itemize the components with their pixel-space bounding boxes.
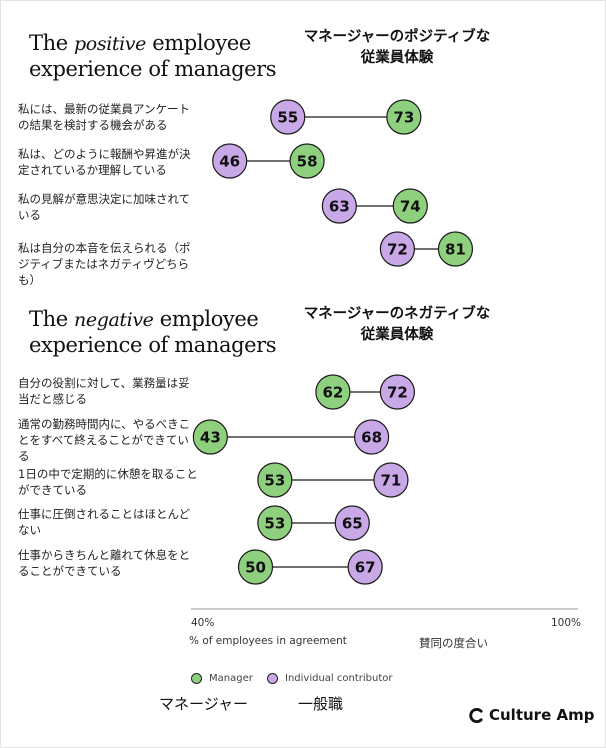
negative-row-1-ic-value: 72 xyxy=(387,384,408,402)
negative-label-3: 1日の中で定期的に休憩を取ることができている xyxy=(18,467,198,497)
legend-ic-jp: 一般職 xyxy=(298,695,344,713)
negative-label-4: 仕事に圧倒されることはほとんどない xyxy=(18,507,191,537)
positive-row-1-ic-marker xyxy=(270,99,306,135)
positive-row-1-manager-marker xyxy=(386,99,422,135)
positive-label-2: 私は、どのように報酬や昇進が決定されているか理解している xyxy=(18,147,191,177)
positive-row-3-manager-value: 74 xyxy=(400,198,421,216)
negative-title-jp: マネージャーのネガティブな 従業員体験 xyxy=(303,306,491,343)
negative-row-5-manager-value: 50 xyxy=(245,559,266,577)
negative-label-1: 自分の役割に対して、業務量は妥当だと感じる xyxy=(18,376,190,406)
positive-title-en: The positive employee experience of mana… xyxy=(29,31,277,81)
negative-row-3-manager-marker xyxy=(257,462,293,498)
negative-row-1-ic-marker xyxy=(379,374,415,410)
positive-row-4-manager-value: 81 xyxy=(445,241,466,259)
negative-row-4-ic-marker xyxy=(334,505,370,541)
legend-manager-label: Manager xyxy=(209,673,253,684)
legend-manager: Manager xyxy=(191,673,253,684)
positive-label-1: 私には、最新の従業員アンケートの結果を検討する機会がある xyxy=(18,102,191,132)
positive-row-4-manager-marker xyxy=(437,231,474,267)
negative-label-5: 仕事からきちんと離れて休息をとることができている xyxy=(18,548,191,578)
negative-row-4-ic-value: 65 xyxy=(342,515,363,533)
positive-row-3-manager-marker xyxy=(392,188,428,224)
negative-title-en: The negative employee experience of mana… xyxy=(29,307,277,357)
negative-row-1-manager-value: 62 xyxy=(322,384,343,402)
positive-row-1-manager-value: 73 xyxy=(393,109,414,127)
negative-row-4-manager-marker xyxy=(257,505,293,541)
negative-row-2-ic-marker xyxy=(354,419,390,455)
legend-ic: Individual contributor xyxy=(267,673,392,684)
positive-row-2-manager-marker xyxy=(289,143,325,179)
positive-row-3-ic-value: 63 xyxy=(329,198,350,216)
negative-row-1-manager-marker xyxy=(315,374,351,410)
positive-row-3-ic-marker xyxy=(321,188,357,224)
negative-row-5-manager-marker xyxy=(237,549,274,585)
legend-manager-jp: マネージャー xyxy=(159,695,248,713)
positive-row-2-manager-value: 58 xyxy=(297,153,318,171)
culture-amp-logo: Culture Amp xyxy=(469,706,594,724)
negative-row-5-ic-value: 67 xyxy=(355,559,376,577)
negative-row-3-manager-value: 53 xyxy=(264,472,285,490)
positive-label-3: 私の見解が意思決定に加味されている xyxy=(18,192,191,222)
negative-row-3-ic-value: 71 xyxy=(381,472,402,490)
negative-label-2: 通常の勤務時間内に、やるべきことをすべて終えることができている xyxy=(18,417,191,463)
axis-max-label: 100% xyxy=(551,617,582,629)
legend-ic-label: Individual contributor xyxy=(285,673,393,684)
axis-min-label: 40% xyxy=(191,617,215,629)
legend-ic-swatch xyxy=(267,673,278,684)
positive-row-2-ic-marker xyxy=(212,143,248,179)
positive-label-4: 私は自分の本音を伝えられる（ポジティブまたはネガティヴどちらも） xyxy=(18,241,191,287)
negative-row-5-ic-marker xyxy=(347,549,383,585)
brand-name: Culture Amp xyxy=(489,706,595,724)
axis-title-jp: 賛同の度合い xyxy=(419,636,488,650)
negative-row-2-manager-marker xyxy=(192,419,228,455)
culture-amp-icon xyxy=(469,707,483,723)
negative-row-2-manager-value: 43 xyxy=(200,429,221,447)
negative-row-3-ic-marker xyxy=(373,462,409,498)
positive-title-jp: マネージャーのポジティブな 従業員体験 xyxy=(303,29,491,66)
positive-row-4-ic-value: 72 xyxy=(387,241,408,259)
negative-row-2-ic-value: 68 xyxy=(361,429,382,447)
positive-row-4-ic-marker xyxy=(379,231,415,267)
legend-manager-swatch xyxy=(191,673,202,684)
positive-row-2-ic-value: 46 xyxy=(219,153,240,171)
negative-row-4-manager-value: 53 xyxy=(264,515,285,533)
axis-title: % of employees in agreement xyxy=(189,635,347,647)
positive-row-1-ic-value: 55 xyxy=(277,109,298,127)
